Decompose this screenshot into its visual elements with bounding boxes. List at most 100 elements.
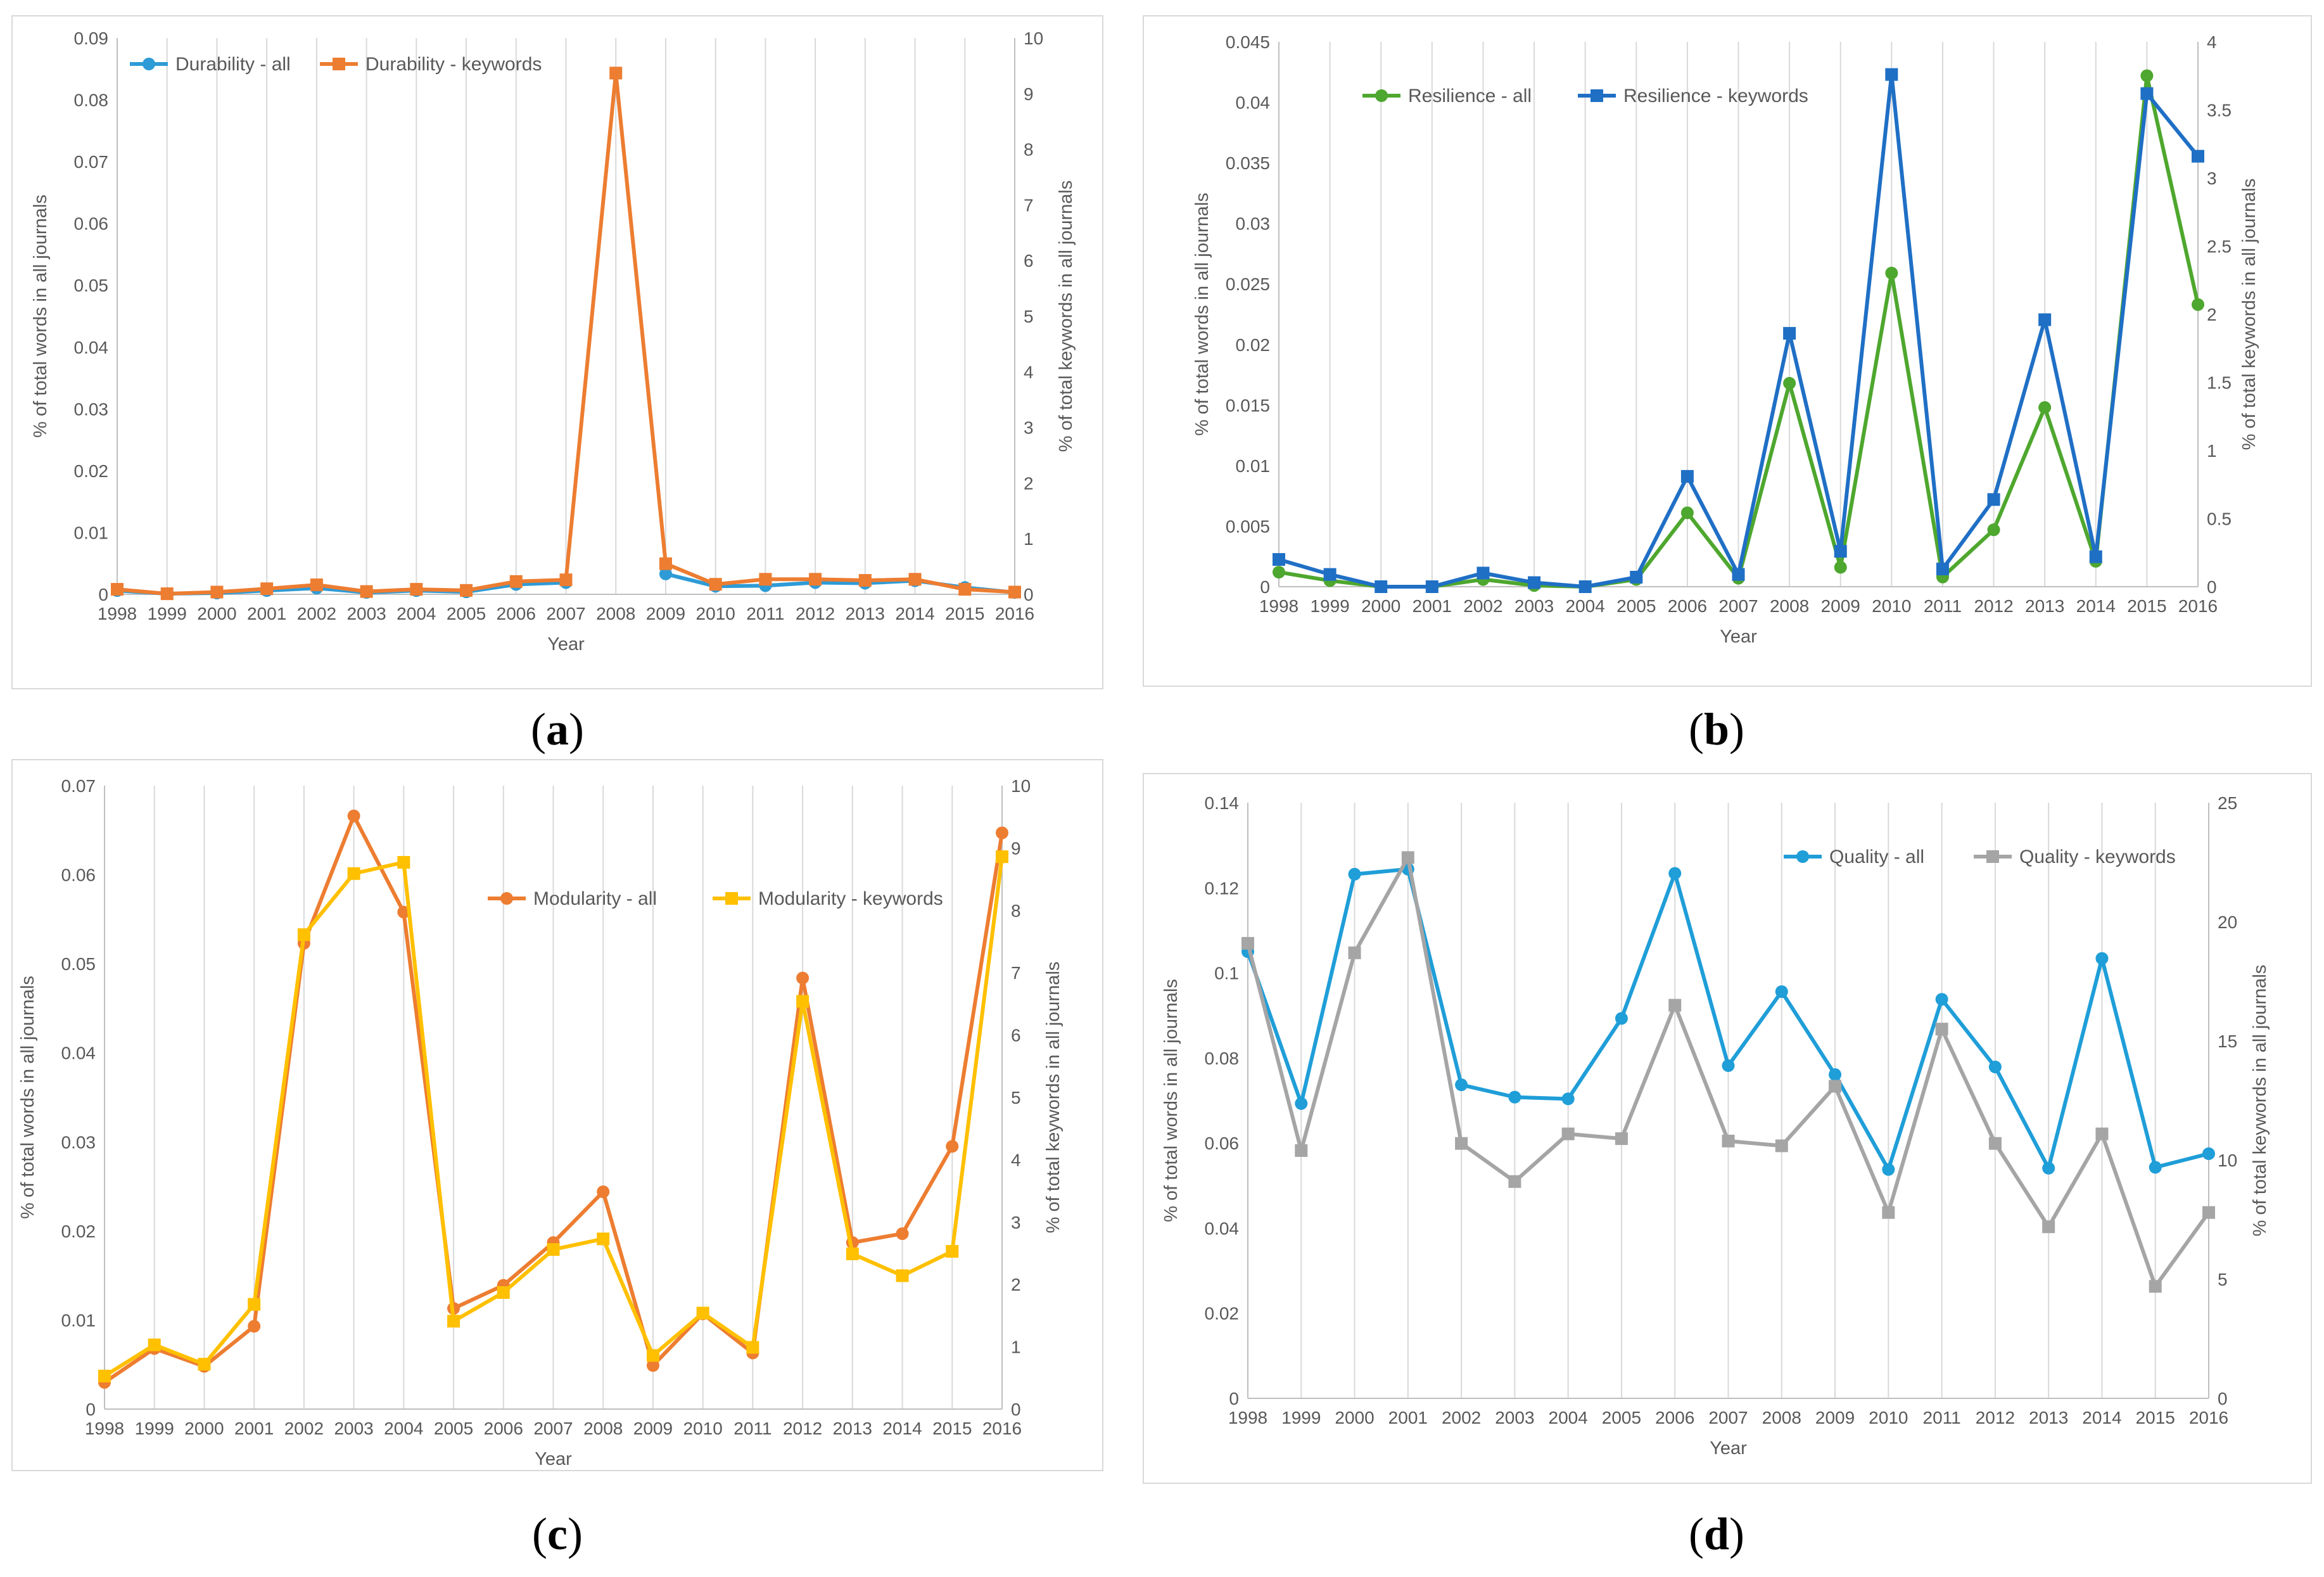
data-point bbox=[1829, 1080, 1842, 1093]
caption-d: (d) bbox=[1688, 1509, 1744, 1559]
x-tick-label: 1998 bbox=[98, 604, 137, 623]
series-durability-keywords bbox=[111, 67, 1021, 601]
y2-tick-label: 9 bbox=[1011, 838, 1021, 858]
x-tick-label: 2009 bbox=[1821, 596, 1860, 616]
y-tick-label: 0.005 bbox=[1226, 516, 1270, 536]
x-tick-label: 2010 bbox=[1869, 1408, 1908, 1427]
y-tick-label: 0.04 bbox=[1205, 1218, 1240, 1238]
x-tick-label: 1998 bbox=[85, 1419, 124, 1438]
data-point bbox=[559, 573, 573, 587]
caption-b: (b) bbox=[1688, 704, 1744, 755]
x-tick-label: 2005 bbox=[1602, 1408, 1641, 1427]
data-point bbox=[1455, 1137, 1468, 1150]
chart-panel-a: 1998 1999 2000 2001 2002 2003 2004 2005 2006 2007… bbox=[11, 15, 1103, 689]
x-tick-label: 2013 bbox=[2025, 596, 2064, 616]
data-point bbox=[958, 583, 972, 596]
y2-tick-label: 8 bbox=[1011, 901, 1021, 921]
data-point bbox=[2149, 1280, 2162, 1293]
y2-tick-label: 4 bbox=[1011, 1150, 1021, 1170]
x-tick-label: 1998 bbox=[1228, 1408, 1267, 1427]
data-point bbox=[1882, 1206, 1895, 1219]
legend-label: Resilience - all bbox=[1408, 86, 1532, 106]
y-tick-label: 0.07 bbox=[74, 152, 109, 172]
x-tick-label: 2016 bbox=[995, 604, 1034, 623]
data-point bbox=[1988, 1060, 2002, 1073]
x-tick-label: 1999 bbox=[1281, 1408, 1321, 1427]
legend-label: Quality - all bbox=[1829, 846, 1924, 867]
data-point bbox=[996, 826, 1008, 840]
data-point bbox=[148, 1338, 161, 1351]
x-tick-label: 2015 bbox=[2127, 596, 2166, 616]
x-tick-label: 2010 bbox=[696, 604, 735, 623]
data-point bbox=[1348, 867, 1361, 881]
data-point bbox=[2038, 401, 2052, 414]
x-tick-label: 2011 bbox=[1924, 596, 1962, 616]
data-point bbox=[597, 1232, 610, 1246]
y-tick-label: 0.04 bbox=[1236, 93, 1271, 113]
x-tick-label: 2009 bbox=[1815, 1408, 1855, 1427]
data-point bbox=[1722, 1134, 1735, 1147]
data-point bbox=[846, 1247, 859, 1260]
x-tick-label: 2006 bbox=[497, 604, 536, 623]
data-point bbox=[1401, 851, 1414, 864]
data-point bbox=[2095, 1127, 2109, 1140]
y2-tick-label: 6 bbox=[1011, 1026, 1021, 1045]
y2-tick-label: 9 bbox=[1024, 84, 1034, 104]
x-tick-label: 2007 bbox=[1718, 596, 1758, 616]
x-tick-label: 2004 bbox=[397, 604, 436, 623]
data-point bbox=[2192, 298, 2204, 311]
y2-tick-label: 2.5 bbox=[2207, 237, 2232, 257]
legend-marker bbox=[333, 58, 345, 70]
legend-marker bbox=[1986, 850, 1999, 863]
x-tick-label: 2005 bbox=[447, 604, 486, 623]
x-tick-label: 2004 bbox=[1566, 596, 1605, 616]
y-tick-label: 0.12 bbox=[1205, 878, 1240, 898]
y-tick-label: 0.1 bbox=[1214, 964, 1239, 983]
data-point bbox=[1508, 1175, 1521, 1188]
y-tick-label: 0.02 bbox=[61, 1222, 96, 1241]
y2-tick-label: 2 bbox=[2207, 305, 2217, 324]
data-point bbox=[2202, 1147, 2215, 1160]
data-point bbox=[1732, 568, 1745, 581]
x-tick-label: 1999 bbox=[148, 604, 187, 623]
data-point bbox=[709, 578, 722, 591]
y2-tick-label: 15 bbox=[2218, 1031, 2237, 1051]
data-point bbox=[98, 1369, 111, 1382]
data-point bbox=[796, 971, 810, 985]
legend-marker bbox=[143, 58, 155, 70]
data-point bbox=[746, 1341, 759, 1354]
data-point bbox=[1680, 469, 1694, 483]
y2-tick-label: 3 bbox=[2207, 169, 2217, 188]
data-point bbox=[1783, 376, 1796, 390]
y-tick-label: 0.04 bbox=[74, 338, 109, 357]
x-tick-label: 2001 bbox=[234, 1419, 274, 1438]
chart-svg-c: 1998 1999 2000 2001 2002 2003 2004 2005 2006 2007… bbox=[18, 776, 1064, 1469]
legend-label: Modularity - all bbox=[533, 888, 657, 909]
series-resilience-keywords bbox=[1273, 68, 2204, 593]
data-point bbox=[796, 995, 810, 1008]
x-tick-label: 2005 bbox=[434, 1419, 473, 1438]
x-tick-label: 2016 bbox=[2189, 1408, 2228, 1427]
x-tick-label: 2015 bbox=[945, 604, 984, 623]
data-point bbox=[1455, 1078, 1468, 1092]
y-tick-label: 0 bbox=[1260, 577, 1270, 597]
x-tick-label: 1999 bbox=[1310, 596, 1349, 616]
x-tick-label: 2015 bbox=[932, 1419, 972, 1438]
y2-tick-label: 5 bbox=[1011, 1088, 1021, 1108]
series-quality-keywords bbox=[1241, 851, 2215, 1293]
data-point bbox=[1834, 545, 1847, 558]
data-point bbox=[260, 582, 274, 596]
y2-tick-label: 7 bbox=[1011, 963, 1021, 983]
x-tick-label: 2000 bbox=[1335, 1408, 1374, 1427]
data-point bbox=[946, 1140, 959, 1153]
data-point bbox=[1561, 1127, 1575, 1140]
legend-label: Modularity - keywords bbox=[758, 888, 943, 909]
y2-tick-label: 5 bbox=[2218, 1270, 2228, 1289]
legend-marker bbox=[1796, 850, 1809, 863]
x-tick-label: 2014 bbox=[882, 1419, 922, 1438]
x-tick-label: 2011 bbox=[746, 604, 784, 623]
data-point bbox=[1722, 1059, 1735, 1072]
y2-tick-label: 3 bbox=[1024, 418, 1034, 438]
legend-marker bbox=[725, 892, 738, 905]
data-point bbox=[908, 573, 922, 586]
